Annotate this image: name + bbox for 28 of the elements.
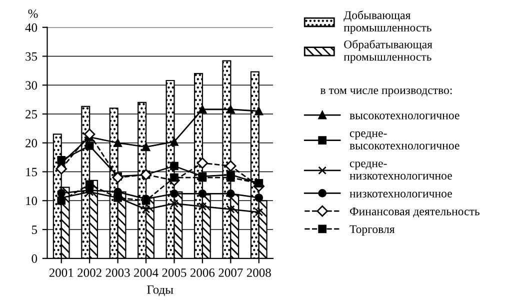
legend-label: Добывающая промышленность xyxy=(344,10,432,34)
y-tick-label: 15 xyxy=(26,168,38,176)
y-tick-label: 40 xyxy=(25,23,38,32)
legend-label: Торговля xyxy=(350,225,395,236)
x-tick-label: 2001 xyxy=(49,268,74,277)
legend-label: низкотехнологичное xyxy=(350,192,452,198)
y-tick-label: 35 xyxy=(26,52,38,61)
x-tick-label: 2005 xyxy=(162,268,186,277)
x-tick-label: 2007 xyxy=(218,268,243,277)
text: в том числе производство: xyxy=(320,88,452,97)
legend-label: высокотехнологичное xyxy=(350,114,460,120)
legend-label: Обрабатывающая промышленность xyxy=(344,40,432,64)
y-axis-title: % xyxy=(28,9,38,18)
x-tick-label: 2003 xyxy=(106,268,130,277)
x-tick-label: 2006 xyxy=(190,268,215,277)
y-tick-label: 20 xyxy=(26,138,38,148)
y-tick-label: 25 xyxy=(26,110,38,118)
y-tick-label: 30 xyxy=(26,81,38,90)
legend-label: Финансовая деятельность xyxy=(350,207,480,218)
x-tick-label: 2008 xyxy=(246,268,271,277)
legend-label: средне-низкотехнологичное xyxy=(350,162,452,180)
x-tick-label: 2002 xyxy=(78,268,102,277)
y-tick-label: 5 xyxy=(32,226,38,234)
legend-label: средне-высокотехнологичное xyxy=(350,131,460,150)
x-axis-title: Годы xyxy=(147,286,174,296)
y-tick-label: 0 xyxy=(32,254,38,263)
y-tick-label: 10 xyxy=(26,196,38,206)
x-tick-label: 2004 xyxy=(134,268,158,277)
